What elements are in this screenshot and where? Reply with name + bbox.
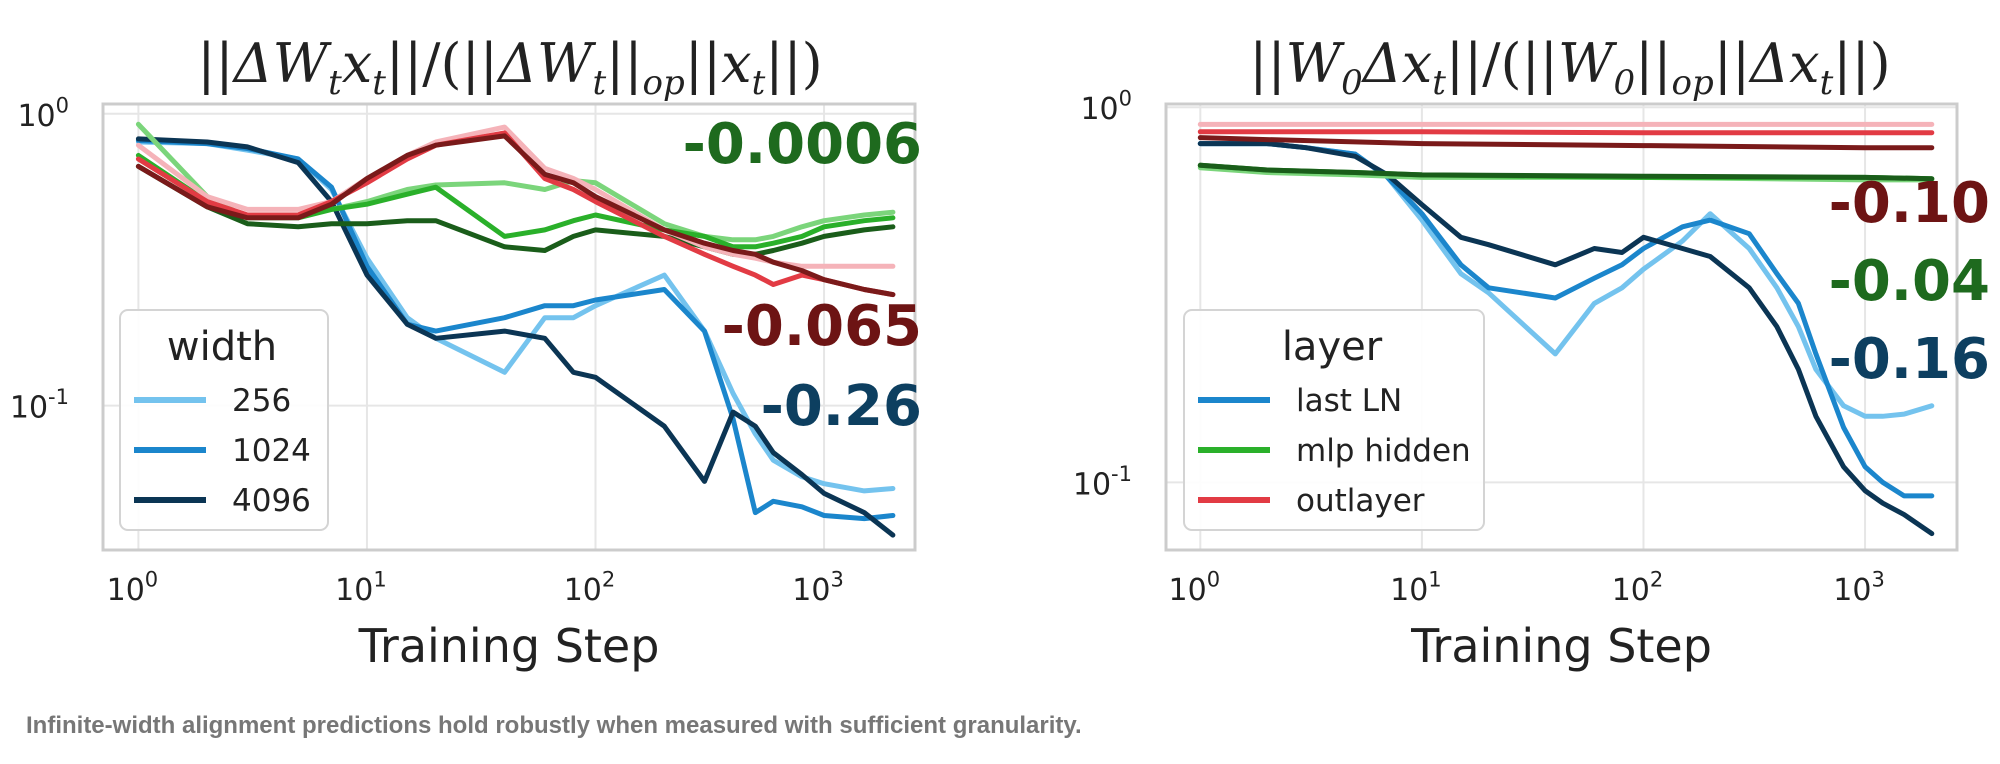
legend-label: 256 bbox=[232, 383, 291, 419]
x-tick-label: 103 bbox=[1833, 568, 1885, 609]
chart-panel-1: 100 101 102 103 100 10-1 Training Step ||ΔWtxt|… bbox=[10, 32, 922, 673]
y-tick-label: 10-1 bbox=[10, 385, 69, 426]
x-tick-label: 100 bbox=[1169, 568, 1221, 609]
x-tick-label: 102 bbox=[564, 568, 616, 609]
chart-title: ||W0Δxt||/(||W0||op||Δxt||) bbox=[1249, 32, 1890, 103]
slope-annotation: -0.065 bbox=[722, 294, 922, 359]
x-axis-label: Training Step bbox=[358, 619, 660, 673]
x-tick-label: 101 bbox=[335, 568, 387, 609]
series-line-red-1024 bbox=[1197, 129, 1935, 136]
chart-title: ||ΔWtxt||/(||ΔWt||op||xt||) bbox=[197, 32, 823, 103]
slope-annotation: -0.10 bbox=[1829, 171, 1990, 236]
y-tick-label: 10-1 bbox=[1073, 462, 1132, 503]
series-line-green-4096 bbox=[1197, 162, 1935, 182]
legend-label: 4096 bbox=[232, 483, 311, 519]
x-tick-label: 102 bbox=[1612, 568, 1664, 609]
slope-annotation: -0.26 bbox=[761, 374, 922, 439]
plot-frame bbox=[101, 102, 917, 552]
chart-panel-2: 100 101 102 103 100 10-1 Training Step ||W0Δxt|… bbox=[1073, 32, 1990, 673]
legend-box bbox=[119, 309, 329, 531]
series-line-green-4096 bbox=[135, 163, 896, 257]
y-tick-label: 100 bbox=[17, 93, 69, 134]
legend-label: 1024 bbox=[232, 433, 311, 469]
series-line-red-4096 bbox=[135, 133, 896, 298]
slope-annotation: -0.04 bbox=[1829, 249, 1990, 314]
series-line-blue-4096 bbox=[1197, 141, 1935, 537]
series-line-blue-1024 bbox=[135, 138, 896, 522]
legend: layer last LN mlp hidden outlayer bbox=[1183, 309, 1485, 531]
series-line-blue-4096 bbox=[135, 136, 896, 538]
slope-annotation: -0.0006 bbox=[683, 112, 922, 177]
x-tick-label: 100 bbox=[107, 568, 159, 609]
legend-title: width bbox=[167, 324, 277, 370]
x-axis-label: Training Step bbox=[1410, 619, 1712, 673]
plot-frame bbox=[1164, 102, 1959, 552]
legend-box bbox=[1183, 309, 1485, 531]
legend-label: last LN bbox=[1296, 383, 1402, 419]
series-line-red-4096 bbox=[1197, 135, 1935, 151]
legend-label: mlp hidden bbox=[1296, 433, 1471, 469]
legend-title: layer bbox=[1282, 324, 1383, 370]
x-tick-label: 101 bbox=[1390, 568, 1442, 609]
legend-label: outlayer bbox=[1296, 483, 1425, 519]
slope-annotation: -0.16 bbox=[1829, 327, 1990, 392]
series-line-red-1024 bbox=[135, 130, 896, 298]
series-line-red-256 bbox=[135, 124, 896, 269]
x-tick-label: 103 bbox=[792, 568, 844, 609]
figure-caption: Infinite-width alignment predictions hol… bbox=[26, 712, 1082, 739]
legend: width 256 1024 4096 bbox=[119, 309, 329, 531]
y-tick-label: 100 bbox=[1080, 87, 1132, 128]
